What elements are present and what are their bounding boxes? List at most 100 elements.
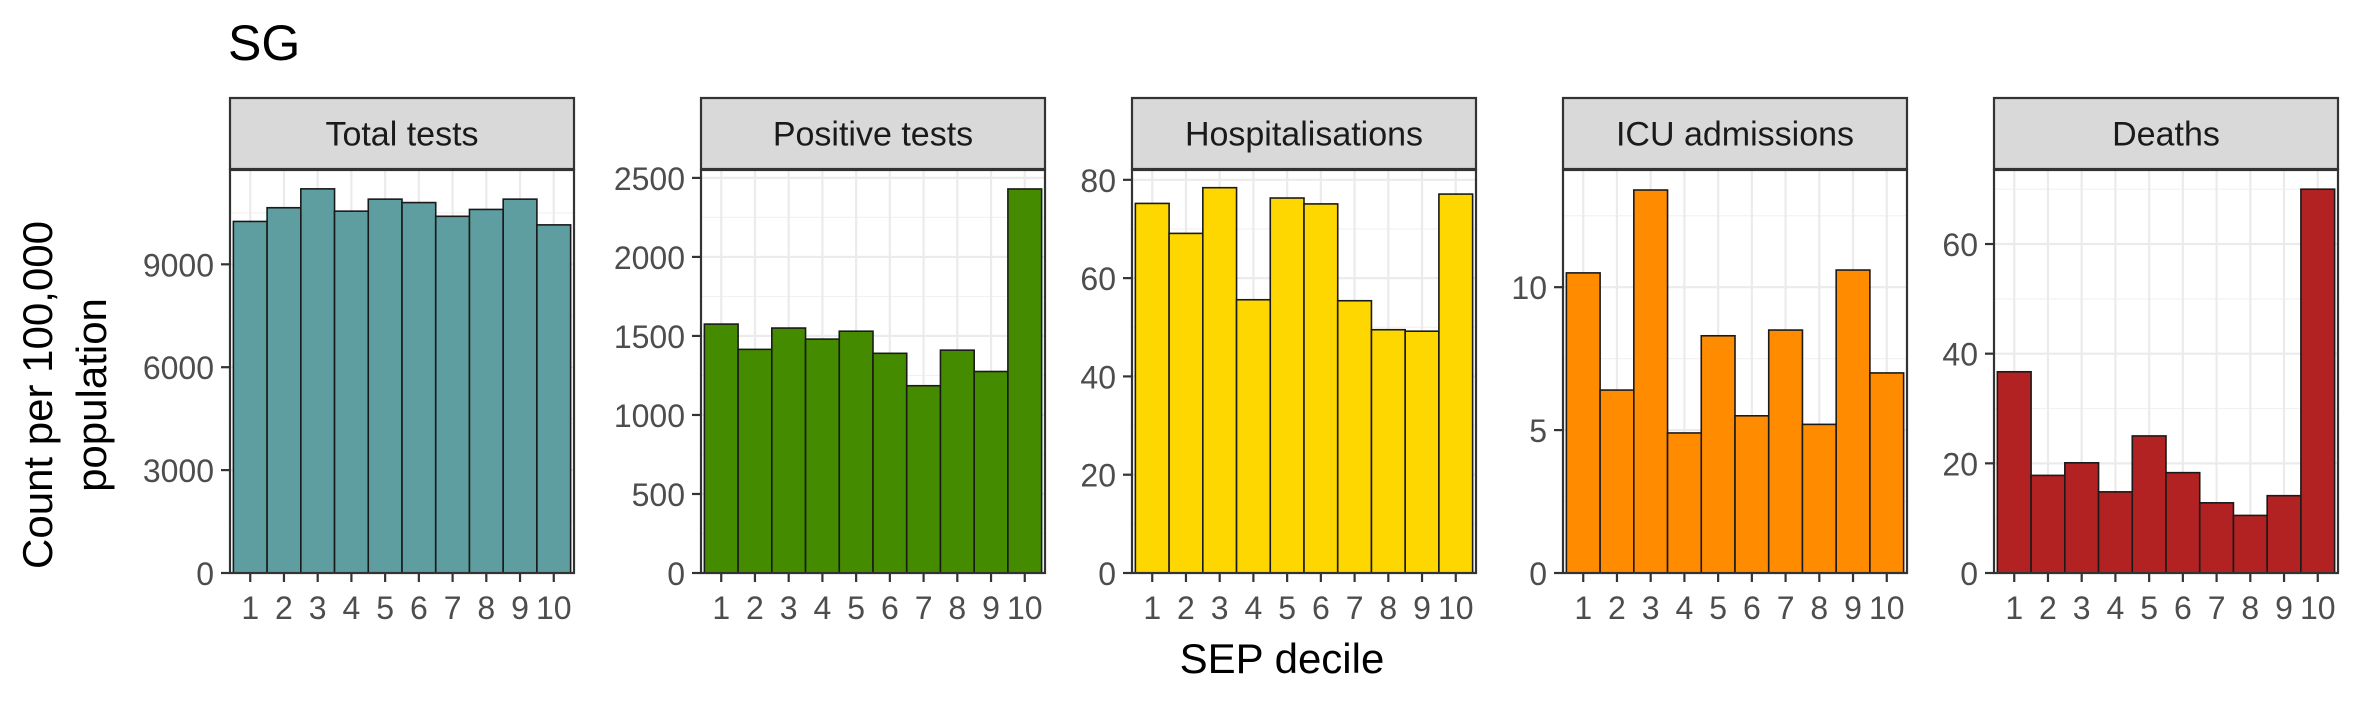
x-tick-label: 2: [1608, 590, 1626, 626]
bar-1: [1134, 202, 1170, 574]
bar-4: [333, 210, 370, 574]
x-tick-label: 4: [2107, 590, 2125, 626]
y-tick-label: 3000: [143, 453, 214, 489]
strip-title: Deaths: [2112, 116, 2220, 154]
bar-2: [2030, 474, 2066, 574]
x-tick-label: 5: [2140, 590, 2158, 626]
panel-5: Deaths 0 20 40 60 1 2 3 4 5 6 7 8 9 10: [1942, 96, 2340, 626]
x-tick-label: 4: [1245, 590, 1263, 626]
y-axis-label: Count per 100,000 population: [14, 221, 115, 569]
bar-8: [2232, 514, 2268, 574]
bar-9: [973, 370, 1009, 574]
x-tick-label: 6: [410, 590, 428, 626]
x-tick-label: 2: [2039, 590, 2057, 626]
bar-1: [703, 323, 739, 574]
y-tick-label: 1000: [614, 398, 685, 434]
y-tick-label: 500: [632, 477, 685, 513]
bar-3: [1633, 189, 1669, 574]
x-tick-label: 5: [376, 590, 394, 626]
bar-4: [804, 338, 841, 574]
bar-9: [1404, 330, 1440, 574]
x-tick-label: 4: [1676, 590, 1694, 626]
bar-2: [1168, 232, 1204, 574]
x-tick-label: 8: [1810, 590, 1828, 626]
bar-7: [1336, 299, 1373, 574]
x-tick-label: 6: [2174, 590, 2192, 626]
y-tick-label: 0: [667, 556, 685, 592]
x-tick-label: 10: [1869, 590, 1905, 626]
x-tick-label: 7: [1777, 590, 1795, 626]
strip-title: Positive tests: [773, 116, 973, 154]
bar-6: [401, 201, 437, 574]
y-tick-label: 60: [1942, 227, 1978, 263]
x-tick-label: 2: [746, 590, 764, 626]
bar-10: [536, 224, 572, 574]
bar-6: [1303, 203, 1339, 574]
figure-title: SG: [228, 15, 300, 71]
strip-background: [699, 96, 1047, 171]
bar-2: [737, 348, 773, 574]
bar-7: [434, 215, 471, 574]
y-tick-label: 40: [1080, 359, 1116, 395]
x-tick-label: 9: [2275, 590, 2293, 626]
y-tick-label: 0: [1529, 556, 1547, 592]
y-tick-label: 0: [1960, 556, 1978, 592]
x-tick-label: 1: [241, 590, 259, 626]
x-tick-label: 8: [2241, 590, 2259, 626]
y-tick-label: 80: [1080, 163, 1116, 199]
bar-2: [1599, 389, 1635, 574]
bar-5: [838, 330, 874, 574]
x-tick-label: 4: [343, 590, 361, 626]
y-tick-label: 0: [1098, 556, 1116, 592]
bar-9: [1835, 269, 1871, 574]
y-tick-label: 2000: [614, 240, 685, 276]
panel-1: Total tests 0 3000 6000 9000 1 2 3 4 5 6 7 8 9 10: [143, 96, 576, 626]
x-tick-label: 9: [1413, 590, 1431, 626]
bar-8: [468, 208, 504, 574]
x-tick-label: 6: [1743, 590, 1761, 626]
x-tick-label: 5: [1709, 590, 1727, 626]
strip-background: [1561, 96, 1909, 171]
y-tick-label: 20: [1942, 446, 1978, 482]
x-tick-label: 3: [309, 590, 327, 626]
y-tick-label: 10: [1511, 270, 1547, 306]
y-tick-label: 6000: [143, 350, 214, 386]
x-tick-label: 2: [1177, 590, 1195, 626]
bar-3: [1202, 186, 1238, 574]
x-tick-label: 6: [881, 590, 899, 626]
x-tick-label: 8: [477, 590, 495, 626]
x-tick-label: 2: [275, 590, 293, 626]
bar-8: [1801, 423, 1837, 574]
x-tick-label: 7: [2208, 590, 2226, 626]
x-tick-label: 4: [814, 590, 832, 626]
x-tick-label: 9: [1844, 590, 1862, 626]
x-tick-label: 3: [2073, 590, 2091, 626]
strip-background: [1992, 96, 2340, 171]
x-tick-label: 8: [948, 590, 966, 626]
bar-6: [872, 352, 908, 574]
bar-4: [2097, 491, 2134, 574]
x-tick-label: 1: [1143, 590, 1161, 626]
strip-background: [1130, 96, 1478, 171]
x-tick-label: 10: [2300, 590, 2336, 626]
x-tick-label: 3: [780, 590, 798, 626]
y-tick-label: 2500: [614, 161, 685, 197]
x-tick-label: 5: [1278, 590, 1296, 626]
y-tick-label: 9000: [143, 247, 214, 283]
bar-1: [1565, 272, 1601, 574]
x-tick-label: 9: [511, 590, 529, 626]
x-tick-label: 8: [1379, 590, 1397, 626]
bar-2: [266, 206, 302, 574]
strip-background: [228, 96, 576, 171]
strip-title: ICU admissions: [1616, 116, 1854, 154]
x-tick-label: 7: [1346, 590, 1364, 626]
x-tick-label: 7: [444, 590, 462, 626]
y-tick-label: 0: [196, 556, 214, 592]
bar-3: [300, 188, 336, 574]
x-axis-label: SEP decile: [1180, 635, 1385, 682]
bar-3: [2064, 461, 2100, 574]
bar-10: [1438, 193, 1474, 574]
y-tick-label: 5: [1529, 413, 1547, 449]
